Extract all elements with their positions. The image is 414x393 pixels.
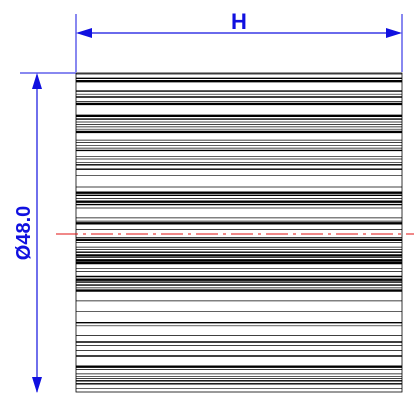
diameter-arrow-bottom xyxy=(32,377,42,393)
width-arrow-right xyxy=(386,28,402,38)
width-dimension: H xyxy=(75,9,403,72)
cylinder-body-hatch xyxy=(75,72,403,393)
cylinder-outline xyxy=(75,72,403,393)
diameter-dimension: Ø48.0 xyxy=(13,72,76,393)
diameter-dimension-label: Ø48.0 xyxy=(13,206,35,260)
width-arrow-left xyxy=(76,28,92,38)
diameter-arrow-top xyxy=(32,73,42,89)
width-dimension-label: H xyxy=(231,9,247,34)
